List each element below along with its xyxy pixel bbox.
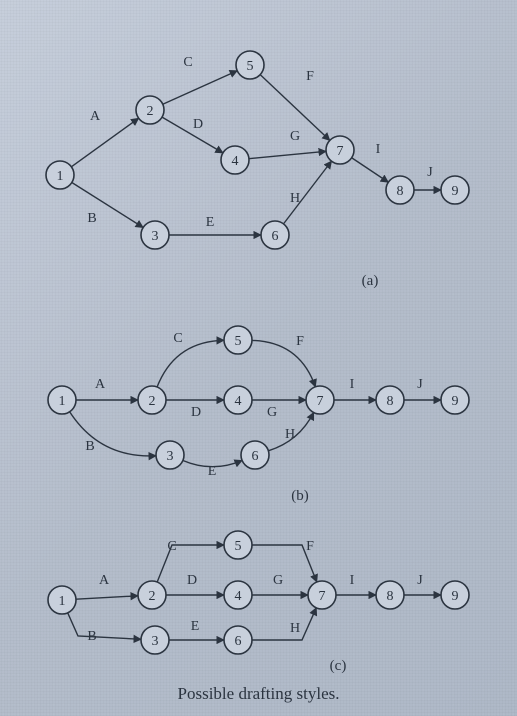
- edge-label-H: H: [290, 191, 300, 206]
- edge-6-7: [252, 608, 316, 640]
- figure-caption: Possible drafting styles.: [0, 684, 517, 704]
- edge-label-G: G: [267, 405, 277, 420]
- node-label-9: 9: [452, 394, 459, 409]
- node-label-2: 2: [147, 104, 154, 119]
- edge-1-3: [70, 412, 156, 456]
- node-label-9: 9: [452, 184, 459, 199]
- edge-label-E: E: [191, 619, 200, 634]
- edge-label-H: H: [285, 427, 295, 442]
- node-label-8: 8: [387, 394, 394, 409]
- node-label-4: 4: [235, 394, 242, 409]
- node-label-2: 2: [149, 589, 156, 604]
- edge-7-8: [352, 158, 389, 182]
- sublabel-a: (a): [362, 273, 379, 289]
- node-label-4: 4: [232, 154, 239, 169]
- edge-4-7: [249, 151, 326, 158]
- edge-1-3: [72, 182, 143, 227]
- node-label-8: 8: [387, 589, 394, 604]
- edge-label-E: E: [208, 464, 217, 479]
- edge-1-2: [76, 596, 138, 599]
- edge-label-C: C: [173, 331, 182, 346]
- edge-label-G: G: [273, 573, 283, 588]
- edge-label-B: B: [85, 439, 94, 454]
- node-label-7: 7: [317, 394, 324, 409]
- node-label-1: 1: [57, 169, 64, 184]
- edge-label-E: E: [206, 215, 215, 230]
- node-label-6: 6: [235, 634, 242, 649]
- edge-label-I: I: [350, 377, 355, 392]
- edge-label-B: B: [87, 211, 96, 226]
- node-label-6: 6: [252, 449, 259, 464]
- edge-1-3: [68, 613, 141, 639]
- edge-label-G: G: [290, 129, 300, 144]
- node-label-9: 9: [452, 589, 459, 604]
- page-container: ABCDEFGHIJ123456789(a)ABCDEFGHIJ12345678…: [0, 0, 517, 716]
- edge-label-J: J: [427, 165, 433, 180]
- edge-label-C: C: [183, 55, 192, 70]
- edge-2-5: [163, 71, 237, 105]
- edge-2-5: [157, 340, 224, 387]
- edge-1-2: [71, 118, 138, 167]
- edge-label-F: F: [296, 334, 304, 349]
- edge-label-A: A: [99, 573, 110, 588]
- node-label-5: 5: [247, 59, 254, 74]
- edge-label-H: H: [290, 621, 300, 636]
- node-label-5: 5: [235, 539, 242, 554]
- sublabel-c: (c): [330, 658, 347, 674]
- node-label-3: 3: [167, 449, 174, 464]
- node-label-1: 1: [59, 394, 66, 409]
- edge-label-J: J: [417, 377, 423, 392]
- edge-label-I: I: [376, 142, 381, 157]
- node-label-3: 3: [152, 634, 159, 649]
- sublabel-b: (b): [291, 488, 309, 504]
- node-label-3: 3: [152, 229, 159, 244]
- edge-label-D: D: [191, 405, 201, 420]
- edge-label-C: C: [167, 539, 176, 554]
- edge-label-I: I: [350, 573, 355, 588]
- node-label-1: 1: [59, 594, 66, 609]
- node-label-4: 4: [235, 589, 242, 604]
- edge-label-F: F: [306, 539, 314, 554]
- node-label-6: 6: [272, 229, 279, 244]
- edge-label-B: B: [87, 629, 96, 644]
- edge-label-D: D: [187, 573, 197, 588]
- edge-label-A: A: [95, 377, 106, 392]
- diagram-canvas: ABCDEFGHIJ123456789(a)ABCDEFGHIJ12345678…: [0, 0, 517, 716]
- node-label-8: 8: [397, 184, 404, 199]
- edge-label-A: A: [90, 109, 101, 124]
- node-label-7: 7: [337, 144, 344, 159]
- node-label-2: 2: [149, 394, 156, 409]
- edge-label-F: F: [306, 69, 314, 84]
- edge-label-J: J: [417, 573, 423, 588]
- edge-5-7: [252, 340, 315, 386]
- edge-label-D: D: [193, 117, 203, 132]
- node-label-7: 7: [319, 589, 326, 604]
- node-label-5: 5: [235, 334, 242, 349]
